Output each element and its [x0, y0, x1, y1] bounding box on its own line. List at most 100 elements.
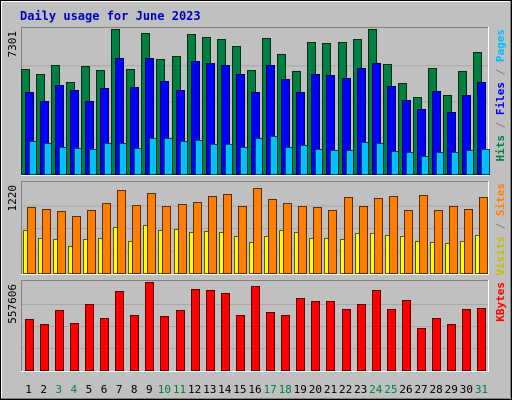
bar-sites-day-30: Sites 30: 870 [464, 209, 473, 274]
bar-kbytes-day-26: KBytes 26: 445000 [402, 300, 411, 371]
bar-kbytes-day-7: KBytes 7: 500000 [115, 291, 124, 371]
bar-sites-day-3: Sites 3: 840 [57, 211, 66, 274]
x-tick-label: 15 [233, 383, 246, 396]
legend-part-4: Pages [494, 29, 507, 62]
y-axis-max-label: 7301 [6, 31, 19, 58]
bar-kbytes-day-27: KBytes 27: 265000 [417, 328, 426, 371]
x-tick-label: 13 [203, 383, 216, 396]
bar-sites-day-5: Sites 5: 860 [87, 210, 96, 274]
bar-sites-day-9: Sites 9: 1080 [147, 193, 156, 274]
panel-hits: Hits 1: 5300Files 1: 4130Pages 1: 1640Hi… [6, 27, 507, 176]
bar-kbytes-day-9: KBytes 9: 560000 [145, 282, 154, 371]
panel-legend: Hits / Files / Pages [494, 29, 507, 162]
chart-title: Daily usage for June 2023 [20, 9, 201, 23]
bar-sites-day-20: Sites 20: 890 [313, 207, 322, 274]
x-tick-label: 31 [475, 383, 488, 396]
x-tick-label: 3 [55, 383, 62, 396]
panel-visits: Visits 1: 580Sites 1: 890Visits 2: 470Si… [6, 181, 507, 276]
x-tick-label: 5 [86, 383, 93, 396]
legend-part-3: / [494, 62, 507, 82]
x-tick-label: 4 [71, 383, 78, 396]
bar-kbytes-day-30: KBytes 30: 385000 [462, 309, 471, 371]
x-tick-label: 24 [369, 383, 383, 396]
bar-pages-day-31: Pages 31: 1280 [481, 149, 490, 175]
bar-kbytes-day-23: KBytes 23: 420000 [357, 304, 366, 371]
bar-sites-day-4: Sites 4: 770 [72, 216, 81, 274]
panel-legend: KBytes [494, 282, 507, 322]
x-tick-label: 8 [131, 383, 138, 396]
bar-sites-day-6: Sites 6: 950 [102, 203, 111, 274]
bar-kbytes-day-16: KBytes 16: 530000 [251, 286, 260, 371]
legend-part-0: Visits [494, 236, 507, 276]
bar-sites-day-7: Sites 7: 1130 [117, 190, 126, 274]
chart-panels: Hits 1: 5300Files 1: 4130Pages 1: 1640Hi… [6, 27, 507, 372]
bar-sites-day-23: Sites 23: 910 [359, 206, 368, 274]
legend-part-0: Hits [494, 135, 507, 162]
x-tick-label: 11 [173, 383, 186, 396]
bar-sites-day-8: Sites 8: 920 [132, 205, 141, 274]
bar-kbytes-day-28: KBytes 28: 330000 [432, 318, 441, 371]
bar-kbytes-day-22: KBytes 22: 385000 [342, 309, 351, 371]
bar-sites-day-29: Sites 29: 910 [449, 206, 458, 274]
bar-kbytes-day-31: KBytes 31: 390000 [477, 308, 486, 371]
bar-kbytes-day-29: KBytes 29: 290000 [447, 324, 456, 371]
bar-sites-day-11: Sites 11: 930 [178, 204, 187, 274]
bar-pages-day-10: Pages 10: 1790 [164, 138, 173, 175]
bar-sites-day-19: Sites 19: 910 [298, 206, 307, 274]
bar-sites-day-10: Sites 10: 910 [162, 206, 171, 274]
x-tick-label: 29 [445, 383, 458, 396]
x-tick-label: 10 [158, 383, 171, 396]
legend-part-2: Files [494, 82, 507, 115]
panel-legend: Visits / Sites [494, 183, 507, 276]
x-tick-label: 28 [430, 383, 443, 396]
x-tick-label: 16 [248, 383, 261, 396]
x-tick-label: 1 [25, 383, 32, 396]
bar-sites-day-18: Sites 18: 950 [283, 203, 292, 274]
bar-sites-day-12: Sites 12: 960 [193, 202, 202, 274]
bar-kbytes-day-14: KBytes 14: 490000 [221, 293, 230, 371]
bar-kbytes-day-17: KBytes 17: 365000 [266, 312, 275, 371]
x-tick-label: 30 [460, 383, 473, 396]
bar-sites-day-28: Sites 28: 850 [434, 210, 443, 274]
bar-kbytes-day-2: KBytes 2: 290000 [40, 324, 49, 371]
bar-sites-day-14: Sites 14: 1070 [223, 194, 232, 274]
bar-sites-day-27: Sites 27: 1060 [419, 195, 428, 274]
bar-kbytes-day-10: KBytes 10: 340000 [160, 316, 169, 371]
x-tick-label: 17 [263, 383, 276, 396]
bar-kbytes-day-1: KBytes 1: 320000 [25, 319, 34, 371]
x-tick-label: 14 [218, 383, 232, 396]
x-tick-label: 27 [414, 383, 427, 396]
bar-kbytes-day-20: KBytes 20: 440000 [311, 301, 320, 371]
legend-part-1: / [494, 115, 507, 135]
panel-kbytes: KBytes 1: 320000 KBytes 2: 290000 KBytes 3… [6, 280, 507, 372]
bar-kbytes-day-5: KBytes 5: 420000 [85, 304, 94, 371]
x-tick-label: 25 [384, 383, 397, 396]
bar-kbytes-day-25: KBytes 25: 385000 [387, 309, 396, 371]
bar-kbytes-day-19: KBytes 19: 455000 [296, 298, 305, 371]
bar-sites-day-25: Sites 25: 1050 [389, 196, 398, 274]
bar-sites-day-2: Sites 2: 870 [42, 209, 51, 274]
x-tick-label: 7 [116, 383, 123, 396]
bar-sites-day-22: Sites 22: 1030 [344, 197, 353, 274]
x-tick-label: 23 [354, 383, 367, 396]
y-axis-max-label: 1220 [6, 185, 19, 212]
bar-kbytes-day-13: KBytes 13: 510000 [206, 290, 215, 371]
bar-sites-day-24: Sites 24: 1020 [374, 198, 383, 274]
bar-kbytes-day-18: KBytes 18: 350000 [281, 315, 290, 371]
x-tick-label: 19 [294, 383, 307, 396]
legend-part-0: KBytes [494, 282, 507, 322]
bar-pages-day-21: Pages 21: 1220 [330, 150, 339, 175]
legend-part-2: Sites [494, 183, 507, 216]
bar-kbytes-day-21: KBytes 21: 435000 [326, 301, 335, 371]
bar-kbytes-day-3: KBytes 3: 380000 [55, 310, 64, 371]
x-tick-label: 20 [309, 383, 322, 396]
bar-kbytes-day-12: KBytes 12: 515000 [191, 289, 200, 371]
bar-sites-day-15: Sites 15: 910 [238, 206, 247, 274]
bar-kbytes-day-24: KBytes 24: 505000 [372, 290, 381, 371]
x-axis: 1 2 3 4 5 6 7 8 9 10 11 12 13 14 15 16 17 18 19 20 21 22 23 24 2… [25, 383, 488, 396]
x-tick-label: 12 [188, 383, 201, 396]
bar-sites-day-1: Sites 1: 890 [27, 207, 36, 274]
bar-kbytes-day-6: KBytes 6: 330000 [100, 318, 109, 371]
legend-part-1: / [494, 216, 507, 236]
